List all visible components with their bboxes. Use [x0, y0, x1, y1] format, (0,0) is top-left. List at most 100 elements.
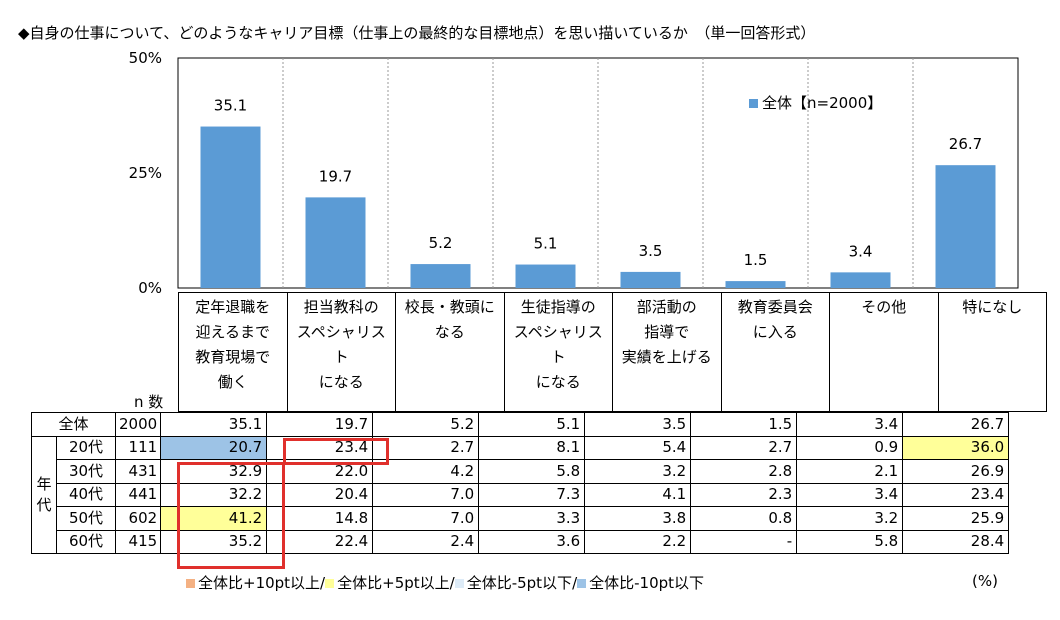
legend-label: 全体比+5pt以上/ — [337, 574, 455, 592]
category-label: なる — [434, 323, 465, 341]
category-label: になる — [318, 373, 364, 391]
row-label: 60代 — [56, 529, 116, 554]
bar-value-label: 5.2 — [429, 234, 453, 252]
value-cell: 3.2 — [796, 506, 904, 531]
value-cell: 2.3 — [690, 482, 798, 507]
legend-swatch — [577, 579, 587, 588]
category-label: その他 — [861, 298, 907, 316]
value-cell: 22.0 — [266, 459, 374, 484]
value-cell: 35.1 — [160, 412, 268, 437]
value-cell: 7.3 — [478, 482, 586, 507]
value-cell: 22.4 — [266, 529, 374, 554]
value-cell: 3.8 — [584, 506, 692, 531]
value-cell: - — [690, 529, 798, 554]
plot-frame — [177, 57, 1019, 289]
value-cell: 23.4 — [266, 435, 374, 460]
bar-value-label: 19.7 — [319, 167, 352, 185]
table-row: 全体 2000 35.1 19.7 5.2 5.1 3.5 1.5 3.4 26.7 — [31, 412, 1010, 437]
bar — [620, 271, 681, 288]
bar — [410, 264, 471, 288]
category-header-cell: 部活動の 指導で 実績を上げる — [612, 292, 722, 412]
bar-value-label: 3.5 — [639, 242, 663, 260]
table-row: 50代 602 41.2 14.8 7.0 3.3 3.8 0.8 3.2 25.9 — [32, 506, 1010, 531]
value-cell: 20.7 — [160, 435, 268, 460]
value-cell: 2.4 — [372, 529, 480, 554]
value-cell: 4.2 — [372, 459, 480, 484]
value-cell: 3.6 — [478, 529, 586, 554]
value-cell: 3.3 — [478, 506, 586, 531]
value-cell: 20.4 — [266, 482, 374, 507]
chart-legend: 全体【n=2000】 — [749, 92, 882, 113]
table-row: 年代 20代 111 20.7 23.4 2.7 8.1 5.4 2.7 0.9 36.0 — [31, 435, 1010, 554]
bar-value-label: 3.4 — [849, 242, 873, 260]
value-cell: 4.1 — [584, 482, 692, 507]
bar — [200, 126, 261, 288]
value-cell: 14.8 — [266, 506, 374, 531]
table-row: 60代 415 35.2 22.4 2.4 3.6 2.2-5.8 28.4 — [32, 529, 1010, 554]
n-count-cell: 441 — [114, 482, 162, 507]
legend-swatch — [186, 579, 195, 588]
row-label: 30代 — [56, 459, 116, 484]
category-label: スペシャリスト — [513, 323, 603, 366]
value-cell: 25.9 — [902, 506, 1010, 531]
legend-swatch — [325, 579, 335, 588]
value-cell: 8.1 — [478, 435, 586, 460]
value-cell: 3.5 — [584, 412, 692, 437]
y-tick-label: 0% — [138, 279, 162, 297]
row-label: 20代 — [56, 435, 116, 460]
legend-label: 全体【n=2000】 — [762, 94, 883, 112]
value-cell: 36.0 — [902, 435, 1010, 460]
data-table: 全体 2000 35.1 19.7 5.2 5.1 3.5 1.5 3.4 26.7 年代 20代 11… — [31, 412, 1010, 554]
category-label: 生徒指導の — [520, 298, 596, 316]
value-cell: 32.2 — [160, 482, 268, 507]
category-label: に入る — [752, 323, 798, 341]
value-cell: 2.1 — [796, 459, 904, 484]
bar-value-label: 26.7 — [949, 135, 982, 153]
category-header-cell: 定年退職を 迎えるまで 教育現場で 働く — [178, 292, 288, 412]
value-cell: 2.8 — [690, 459, 798, 484]
value-cell: 19.7 — [266, 412, 374, 437]
n-count-cell: 111 — [114, 435, 162, 460]
legend-label: 全体比-5pt以下/ — [466, 574, 578, 592]
category-header-cell: 校長・教頭に なる — [395, 292, 505, 412]
n-count-cell: 431 — [114, 459, 162, 484]
legend-swatch — [749, 99, 758, 108]
value-cell: 5.8 — [796, 529, 904, 554]
category-label: 教育現場で — [195, 348, 271, 366]
category-label: 部活動の — [636, 298, 697, 316]
legend-label: 全体比+10pt以上/ — [198, 574, 326, 592]
category-header-cell: 担当教科の スペシャリスト になる — [286, 292, 396, 412]
value-cell: 7.0 — [372, 506, 480, 531]
unit-label: (%) — [972, 572, 998, 590]
category-label: 教育委員会 — [737, 298, 813, 316]
value-cell: 3.4 — [796, 482, 904, 507]
category-label: 担当教科の — [303, 298, 379, 316]
y-tick-label: 50% — [129, 49, 162, 67]
value-cell: 41.2 — [160, 506, 268, 531]
bar — [515, 264, 576, 288]
value-cell: 26.7 — [902, 412, 1010, 437]
category-label: 定年退職を — [195, 298, 271, 316]
value-cell: 28.4 — [902, 529, 1010, 554]
row-label: 40代 — [56, 482, 116, 507]
bar-value-label: 1.5 — [744, 251, 768, 269]
value-cell: 35.2 — [160, 529, 268, 554]
bar-value-label: 5.1 — [534, 235, 558, 253]
value-cell: 1.5 — [690, 412, 798, 437]
value-cell: 3.4 — [796, 412, 904, 437]
category-label: 特になし — [962, 298, 1023, 316]
category-label: 実績を上げる — [621, 348, 712, 366]
category-label: 働く — [217, 373, 248, 391]
legend-swatch — [454, 579, 464, 588]
category-header-table: 定年退職を 迎えるまで 教育現場で 働く 担当教科の スペシャリスト になる 校長・教頭に なる… — [178, 292, 1047, 412]
value-cell: 2.7 — [690, 435, 798, 460]
value-cell: 2.2 — [584, 529, 692, 554]
bar-value-label: 35.1 — [214, 97, 247, 115]
value-cell: 2.7 — [372, 435, 480, 460]
highlight-legend: 全体比+10pt以上/全体比+5pt以上/全体比-5pt以下/全体比-10pt以… — [186, 572, 704, 593]
value-cell: 7.0 — [372, 482, 480, 507]
legend-label: 全体比-10pt以下 — [589, 574, 705, 592]
category-header-cell: 特になし — [937, 292, 1047, 412]
category-header-cell: その他 — [829, 292, 939, 412]
